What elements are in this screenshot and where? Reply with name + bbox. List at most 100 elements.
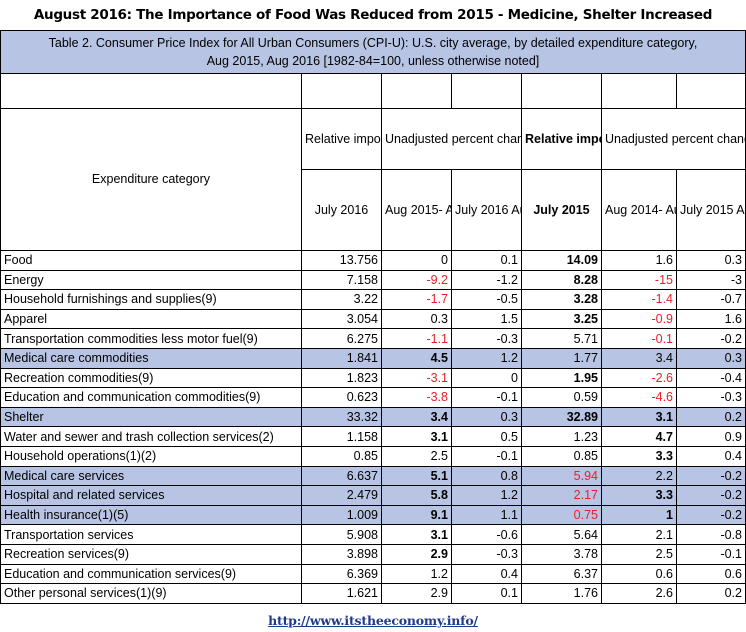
relative-importance-2015-cell: 5.94: [521, 465, 602, 487]
change-aug14-aug15-cell: 3.3: [601, 485, 677, 506]
cpi-table: Table 2. Consumer Price Index for All Ur…: [0, 30, 746, 604]
table-row: Recreation commodities(9) 1.823 -3.1 0 1.95-…: [0, 367, 746, 389]
relative-importance-2016-cell: 1.841: [301, 347, 382, 369]
table-row: Other personal services(1)(9) 1.621 2.9 0.1…: [0, 583, 746, 604]
relative-importance-2016-cell: 13.756: [301, 250, 382, 271]
change-july16-aug16-cell: -0.3: [451, 543, 522, 565]
table-caption: Table 2. Consumer Price Index for All Ur…: [0, 30, 746, 74]
table-row: Medical care services 6.637 5.1 0.8 5.94 2.2-…: [0, 465, 746, 487]
change-aug14-aug15-cell: -4.6: [601, 387, 677, 408]
category-cell: Medical care services: [0, 465, 302, 487]
category-cell: Apparel: [0, 308, 302, 330]
change-july15-aug15-cell: 0.4: [676, 445, 746, 467]
change-july15-aug15-cell: 0.6: [676, 563, 746, 585]
relative-importance-2016-cell: 2.479: [301, 485, 382, 506]
relative-importance-2016-cell: 0.623: [301, 387, 382, 408]
table-row: Transportation services 5.908 3.1 -0.6 5.64 2…: [0, 524, 746, 545]
change-aug15-aug16-cell: 0.3: [381, 308, 452, 330]
relative-importance-2016-cell: 1.823: [301, 367, 382, 389]
relative-importance-2015-cell: 6.37: [521, 563, 602, 585]
change-aug14-aug15-cell: -0.9: [601, 308, 677, 330]
change-aug15-aug16-cell: 2.9: [381, 543, 452, 565]
table-row: Recreation services(9) 3.898 2.9 -0.3 3.78 2.…: [0, 543, 746, 565]
header-unadjusted-change-2015: Unadjusted percent change: [601, 108, 746, 170]
change-july15-aug15-cell: -0.2: [676, 485, 746, 506]
relative-importance-2015-cell: 1.95: [521, 367, 602, 389]
category-cell: Transportation commodities less motor fu…: [0, 328, 302, 349]
relative-importance-2016-cell: 3.054: [301, 308, 382, 330]
category-cell: Recreation services(9): [0, 543, 302, 565]
relative-importance-2016-cell: 1.009: [301, 504, 382, 526]
change-july16-aug16-cell: -0.5: [451, 289, 522, 310]
change-july15-aug15-cell: -0.1: [676, 543, 746, 565]
relative-importance-2015-cell: 32.89: [521, 406, 602, 428]
change-july15-aug15-cell: -0.4: [676, 367, 746, 389]
header-aug14-aug15: Aug 2014- Aug 2015: [601, 169, 677, 251]
relative-importance-2016-cell: 5.908: [301, 524, 382, 545]
table-row: Hospital and related services 2.479 5.8 1.2…: [0, 485, 746, 506]
change-july16-aug16-cell: -0.1: [451, 387, 522, 408]
relative-importance-2015-cell: 5.64: [521, 524, 602, 545]
change-aug15-aug16-cell: -3.1: [381, 367, 452, 389]
change-aug14-aug15-cell: 3.1: [601, 406, 677, 428]
header-july15-aug15: July 2015 Aug 2015: [676, 169, 746, 251]
header-aug15-aug16: Aug 2015- Aug 2016: [381, 169, 452, 251]
change-aug15-aug16-cell: -3.8: [381, 387, 452, 408]
change-aug14-aug15-cell: 2.6: [601, 583, 677, 604]
change-july15-aug15-cell: -0.2: [676, 328, 746, 349]
change-july15-aug15-cell: -3: [676, 269, 746, 291]
relative-importance-2016-cell: 3.22: [301, 289, 382, 310]
change-july15-aug15-cell: 0.2: [676, 583, 746, 604]
category-cell: Household operations(1)(2): [0, 445, 302, 467]
category-cell: Water and sewer and trash collection ser…: [0, 426, 302, 447]
header-row-2: July 2016 Aug 2015- Aug 2016 July 2016 A…: [1, 169, 746, 251]
table-row: Medical care commodities 1.841 4.5 1.2 1.77 3…: [0, 347, 746, 369]
table-row: Education and communication commodities(…: [0, 387, 746, 408]
header-july16-aug16: July 2016 Aug 2016: [451, 169, 522, 251]
change-aug14-aug15-cell: 1.6: [601, 250, 677, 271]
category-cell: Food: [0, 250, 302, 271]
relative-importance-2016-cell: 6.275: [301, 328, 382, 349]
change-aug15-aug16-cell: 2.5: [381, 445, 452, 467]
relative-importance-2015-cell: 0.75: [521, 504, 602, 526]
relative-importance-2015-cell: 1.76: [521, 583, 602, 604]
category-cell: Education and communication commodities(…: [0, 387, 302, 408]
relative-importance-2016-cell: 1.621: [301, 583, 382, 604]
category-cell: Energy: [0, 269, 302, 291]
header-row-1: Expenditure category Relative importance…: [0, 108, 746, 251]
caption-line-1: Table 2. Consumer Price Index for All Ur…: [48, 36, 698, 50]
relative-importance-2016-cell: 1.158: [301, 426, 382, 447]
relative-importance-2015-cell: 3.78: [521, 543, 602, 565]
header-july-2015: July 2015: [521, 169, 602, 251]
table-row: Apparel 3.054 0.3 1.5 3.25 -0.9 1.6: [0, 308, 746, 330]
table-row: Transportation commodities less motor fu…: [0, 328, 746, 349]
category-cell: Health insurance(1)(5): [0, 504, 302, 526]
relative-importance-2016-cell: 7.158: [301, 269, 382, 291]
relative-importance-2015-cell: 3.25: [521, 308, 602, 330]
category-cell: Hospital and related services: [0, 485, 302, 506]
change-july16-aug16-cell: -0.6: [451, 524, 522, 545]
change-aug15-aug16-cell: 5.1: [381, 465, 452, 487]
change-aug15-aug16-cell: 4.5: [381, 347, 452, 369]
change-aug14-aug15-cell: 2.1: [601, 524, 677, 545]
category-cell: Household furnishings and supplies(9): [0, 289, 302, 310]
change-july15-aug15-cell: 0.2: [676, 406, 746, 428]
change-aug15-aug16-cell: 9.1: [381, 504, 452, 526]
change-july16-aug16-cell: 1.2: [451, 347, 522, 369]
change-july16-aug16-cell: -0.1: [451, 445, 522, 467]
change-aug15-aug16-cell: 5.8: [381, 485, 452, 506]
change-aug14-aug15-cell: -2.6: [601, 367, 677, 389]
header-relative-importance-2016: Relative importance: [301, 108, 382, 170]
change-aug14-aug15-cell: 2.2: [601, 465, 677, 487]
change-july16-aug16-cell: -0.3: [451, 328, 522, 349]
relative-importance-2016-cell: 33.32: [301, 406, 382, 428]
change-aug14-aug15-cell: 3.3: [601, 445, 677, 467]
table-row: Household operations(1)(2) 0.85 2.5 -0.1 0.8…: [0, 445, 746, 467]
change-aug15-aug16-cell: 2.9: [381, 583, 452, 604]
website-link[interactable]: http://www.itstheeconomy.info/: [268, 613, 478, 628]
relative-importance-2015-cell: 1.77: [521, 347, 602, 369]
change-july16-aug16-cell: 1.1: [451, 504, 522, 526]
change-aug15-aug16-cell: 0: [381, 250, 452, 271]
change-aug15-aug16-cell: 3.4: [381, 406, 452, 428]
relative-importance-2015-cell: 1.23: [521, 426, 602, 447]
